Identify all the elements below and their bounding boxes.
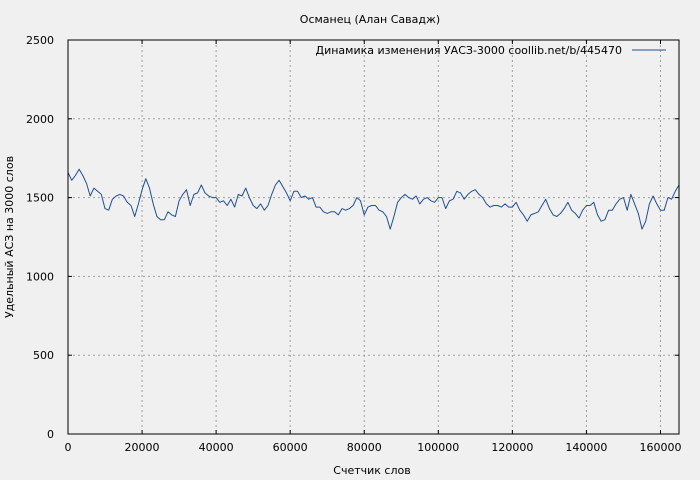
axis-ticks: 0 500 1000 1500 2000 2500 0 20000 40000 60000 8000… (26, 34, 681, 454)
grid-lines (68, 40, 679, 434)
x-axis-label: Счетчик слов (333, 464, 410, 477)
x-tick-label: 80000 (347, 441, 382, 454)
x-tick-label: 160000 (639, 441, 681, 454)
chart-title: Османец (Алан Савадж) (300, 13, 440, 26)
x-tick-label: 100000 (417, 441, 459, 454)
legend: Динамика изменения УАСЗ-3000 coollib.net… (316, 44, 666, 57)
series-line (67, 168, 680, 230)
plot-area-border (67, 39, 680, 435)
y-tick-label: 500 (33, 349, 54, 362)
x-tick-label: 20000 (125, 441, 160, 454)
x-tick-label: 60000 (273, 441, 308, 454)
y-tick-label: 1000 (26, 270, 54, 283)
y-tick-label: 0 (47, 428, 54, 441)
x-tick-label: 140000 (565, 441, 607, 454)
legend-label: Динамика изменения УАСЗ-3000 coollib.net… (316, 44, 623, 57)
x-tick-label: 0 (65, 441, 72, 454)
series-layer (67, 168, 680, 230)
y-tick-label: 2500 (26, 34, 54, 47)
y-tick-label: 2000 (26, 113, 54, 126)
x-tick-label: 40000 (199, 441, 234, 454)
y-tick-label: 1500 (26, 192, 54, 205)
y-axis-label: Удельный АСЗ на 3000 слов (3, 156, 16, 318)
x-tick-label: 120000 (491, 441, 533, 454)
